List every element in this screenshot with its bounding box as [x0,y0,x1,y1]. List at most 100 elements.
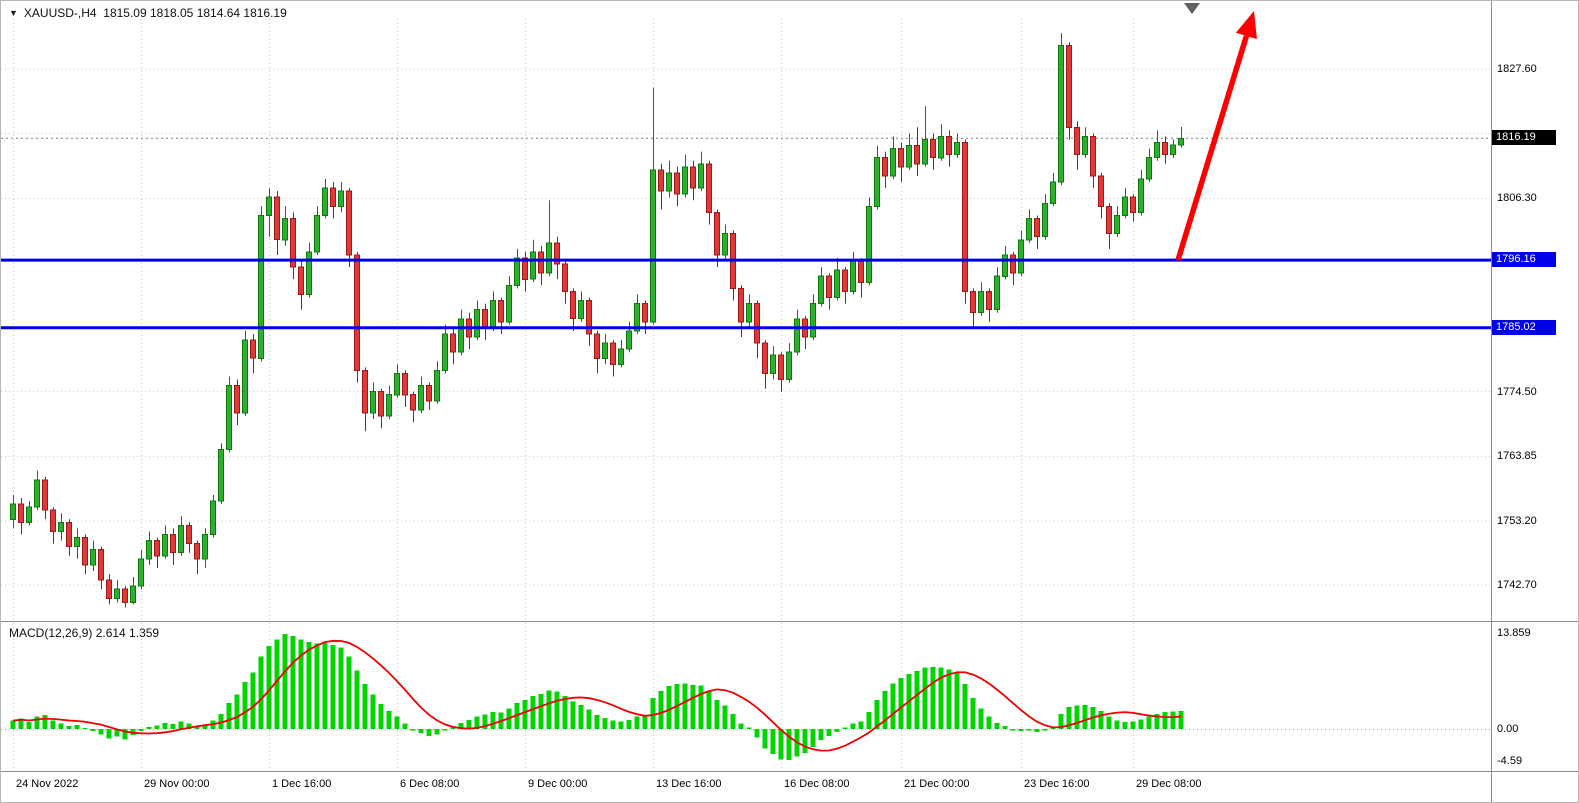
candle-body [642,303,648,323]
candle-body [858,260,864,283]
hline-price-label: 1796.16 [1492,252,1556,267]
macd-bar [978,708,984,729]
candle-body [1050,181,1056,204]
candle [506,276,512,325]
macd-bar [82,728,88,729]
macd-bar [618,721,624,729]
macd-bar [434,729,440,735]
candle-body [738,287,744,323]
candle [794,309,800,356]
candle [546,200,552,277]
candle [370,382,376,419]
candle [946,130,952,167]
candle-body [610,342,616,365]
candle-body [362,369,368,414]
candle [450,327,456,365]
candle [1178,127,1184,148]
candle [1098,172,1104,219]
macd-bar [106,729,112,739]
trend-arrow[interactable] [1175,11,1257,261]
candle-body [650,169,656,323]
candle [82,534,88,574]
macd-bar [314,643,320,729]
candle [850,251,856,295]
candle [778,352,784,392]
macd-bar [370,694,376,729]
candle [330,182,336,219]
macd-bar [122,729,128,740]
macd-bar [378,704,384,729]
macd-bar [202,724,208,729]
candle [562,261,568,304]
candle-body [514,257,520,286]
candle [570,288,576,331]
candle [690,160,696,201]
macd-bar [10,720,16,729]
candle-body [1074,126,1080,156]
macd-bar [1122,722,1128,729]
macd-bar [1114,720,1120,729]
candle [786,343,792,383]
candle-body [226,385,232,450]
candle [194,540,200,574]
candle-body [1018,239,1024,274]
time-tick-label: 6 Dec 08:00 [400,778,460,790]
macd-bar [98,729,104,735]
candle [250,334,256,374]
price-tick-label: 1806.30 [1497,192,1537,204]
candle [650,87,656,325]
macd-bar [554,691,560,729]
time-axis[interactable]: 24 Nov 2022 29 Nov 00:00 1 Dec 16:00 6 Dec … [1,772,1578,802]
time-tick-label: 1 Dec 16:00 [272,778,332,790]
candle-body [538,251,544,274]
candle-body [706,163,712,213]
price-axis[interactable]: 1827.60 1806.30 1774.50 1763.85 1753.20 1742.… [1492,1,1578,802]
macd-bar [954,672,960,729]
macd-tick-label: -4.59 [1497,755,1523,767]
candle [1074,121,1080,170]
macd-bar [290,635,296,730]
candle-body [442,333,448,371]
candle-body [290,218,296,268]
candle [146,531,152,565]
candle-body [138,558,144,587]
candle-body [618,348,624,365]
macd-bar [858,721,864,729]
candle [602,334,608,365]
macd-bar [1138,719,1144,729]
candle [722,224,728,261]
macd-bar [586,709,592,729]
macd-bar [834,729,840,732]
macd-bar [1106,716,1112,729]
candle [202,528,208,568]
candle [402,370,408,407]
macd-bar [26,722,32,729]
macd-bar [194,726,200,729]
candle [890,136,896,179]
candle-body [874,157,880,207]
candle [898,142,904,182]
candle-body [978,290,984,314]
candle-body [258,215,264,359]
candle [730,230,736,301]
candle [306,242,312,298]
macd-bar [658,691,664,729]
macd-bar [690,684,696,729]
candle [610,340,616,377]
candle [418,376,424,413]
chart-shift-marker-icon[interactable] [1184,3,1200,14]
candle-body [282,218,288,241]
candle-body [218,448,224,502]
candle [586,297,592,347]
candle [954,133,960,158]
candle-body [786,351,792,381]
candle [682,154,688,198]
candle [1106,203,1112,249]
macd-bar [730,713,736,729]
candle [1002,245,1008,280]
candle [258,206,264,362]
macd-bar [850,723,856,729]
time-tick-label: 9 Dec 00:00 [528,778,588,790]
macd-bar [626,720,632,729]
